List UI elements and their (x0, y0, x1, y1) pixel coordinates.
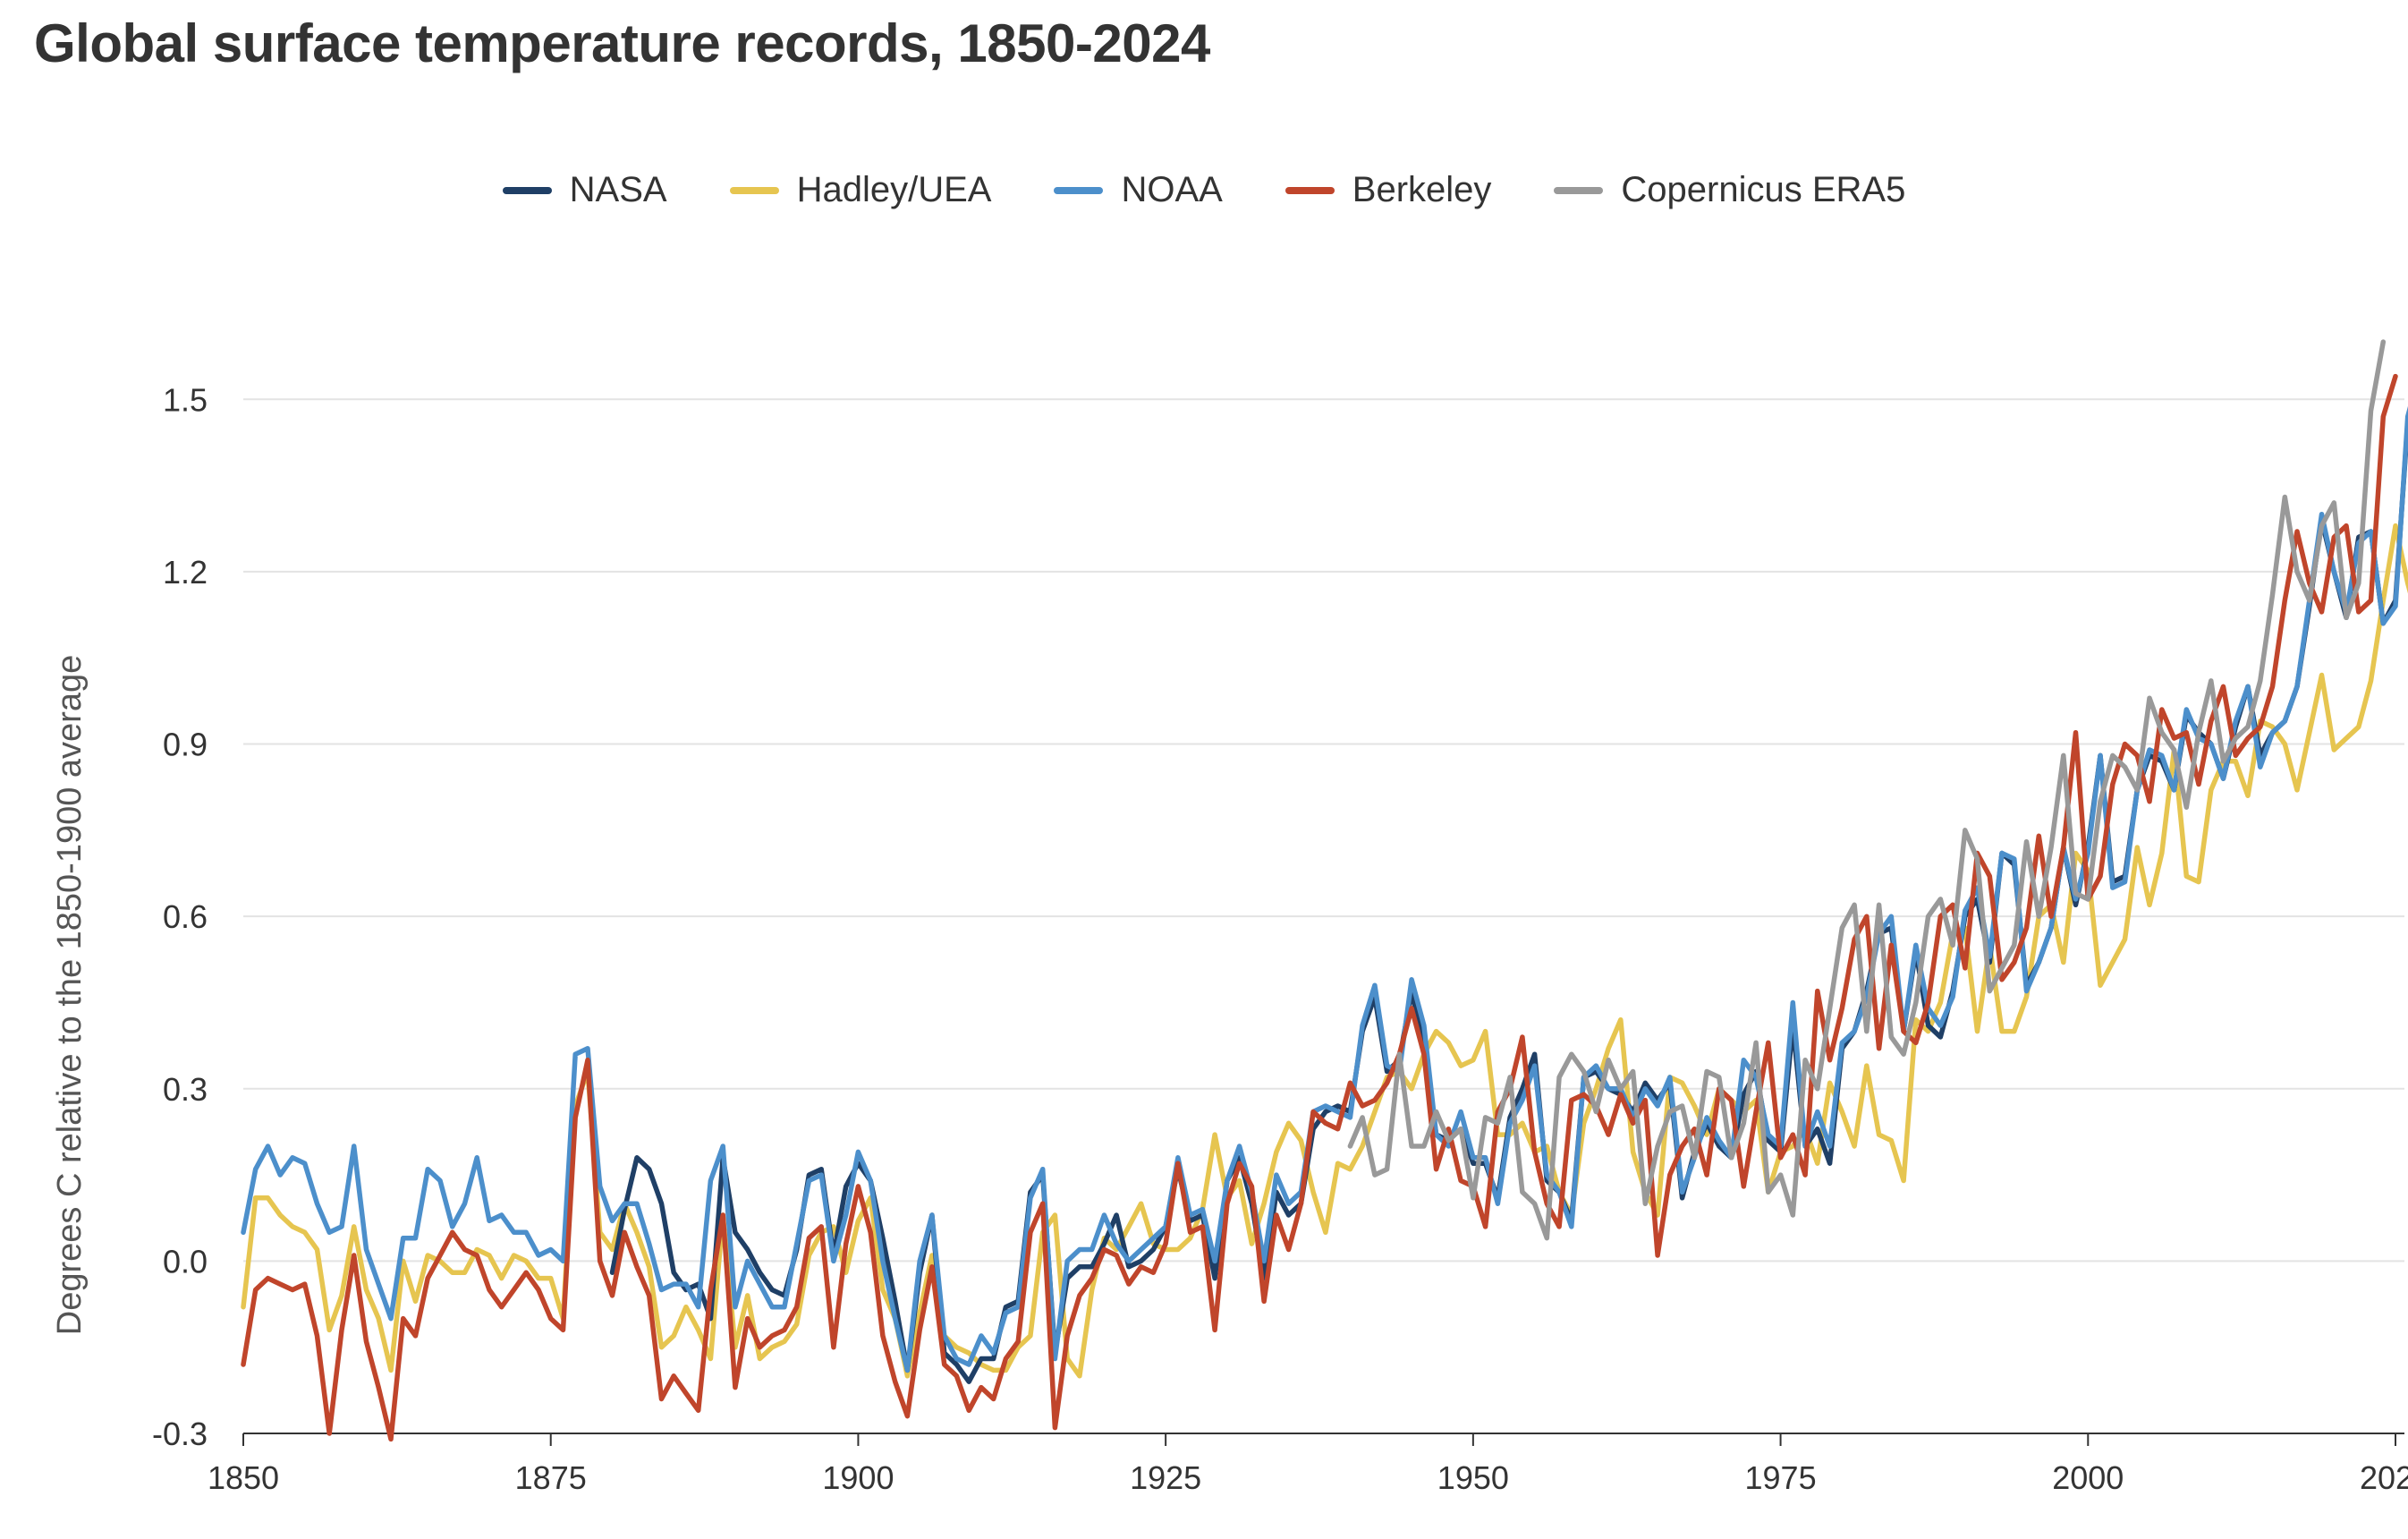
legend-label-berkeley: Berkeley (1352, 170, 1492, 209)
legend-item-hadley-uea[interactable]: Hadley/UEA (729, 170, 992, 210)
y-tick-label: 0.6 (163, 898, 208, 935)
legend-swatch-hadley-uea (729, 186, 779, 194)
legend-label-nasa: NASA (569, 170, 667, 209)
x-tick-label: 1950 (1437, 1459, 1509, 1496)
y-tick-label: 0.0 (163, 1243, 208, 1280)
series-line-hadley-uea (241, 523, 2408, 1379)
x-tick-label: 1925 (1130, 1459, 1201, 1496)
y-tick-label: -0.3 (152, 1416, 208, 1452)
gridlines (243, 398, 2404, 1263)
legend: NASA Hadley/UEA NOAA Berkeley Copernicus… (0, 170, 2408, 210)
series-line-berkeley (241, 373, 2398, 1442)
legend-swatch-noaa (1054, 186, 1104, 194)
x-tick-label: 2025 (2360, 1459, 2408, 1496)
series-line-nasa (609, 410, 2408, 1384)
legend-item-copernicus-era5[interactable]: Copernicus ERA5 (1554, 170, 1905, 210)
legend-label-copernicus-era5: Copernicus ERA5 (1621, 170, 1906, 209)
legend-label-noaa: NOAA (1121, 170, 1223, 209)
series-line-copernicus-era5 (1347, 339, 2387, 1241)
axes: -0.3 0.0 0.3 0.6 0.9 1.2 1.5 1850 1875 1900 1925 19… (152, 381, 2408, 1496)
y-tick-label: 1.2 (163, 554, 208, 591)
x-tick-label: 1850 (208, 1459, 279, 1496)
x-tick-label: 1900 (822, 1459, 894, 1496)
y-tick-label: 0.3 (163, 1071, 208, 1108)
legend-swatch-berkeley (1285, 186, 1335, 194)
y-tick-label: 1.5 (163, 381, 208, 418)
legend-swatch-nasa (502, 186, 552, 194)
legend-item-nasa[interactable]: NASA (502, 170, 667, 210)
legend-swatch-copernicus-era5 (1554, 186, 1604, 194)
series-lines (241, 339, 2408, 1442)
legend-item-berkeley[interactable]: Berkeley (1285, 170, 1492, 210)
legend-label-hadley-uea: Hadley/UEA (796, 170, 992, 209)
legend-item-noaa[interactable]: NOAA (1054, 170, 1223, 210)
x-tick-label: 1875 (515, 1459, 587, 1496)
x-tick-label: 1975 (1745, 1459, 1817, 1496)
chart-title: Global surface temperature records, 1850… (34, 13, 1210, 73)
y-axis-title: Degrees C relative to the 1850-1900 aver… (51, 655, 89, 1335)
x-tick-label: 2000 (2052, 1459, 2124, 1496)
y-tick-label: 0.9 (163, 727, 208, 763)
